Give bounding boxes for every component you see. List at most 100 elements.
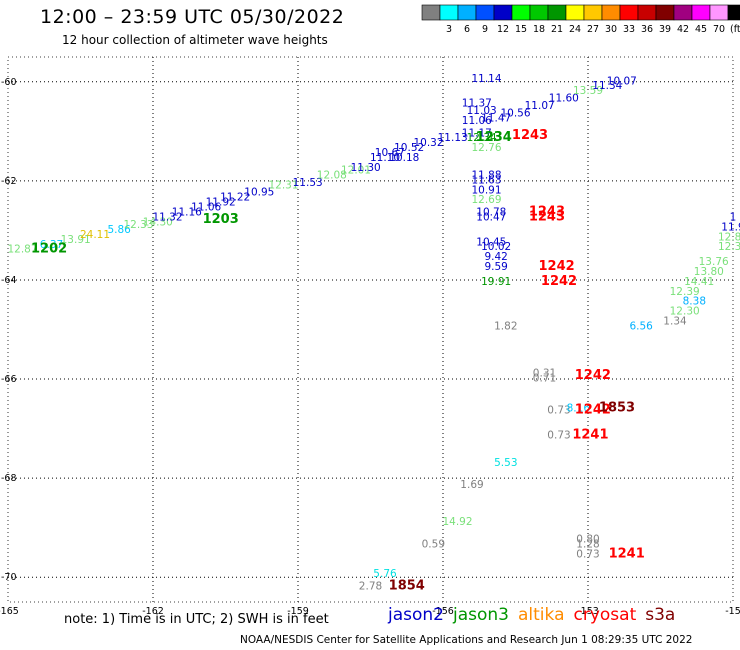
pass-time-label: 1242 — [575, 368, 611, 383]
scale-label-13: 39 — [659, 24, 671, 35]
wave-height-point: 0.73 — [576, 548, 599, 560]
wave-height-point: 8.38 — [683, 296, 706, 308]
wave-height-point: 12.34 — [467, 132, 497, 144]
wave-height-point: 11.60 — [549, 93, 579, 105]
scale-label-7: 21 — [551, 24, 563, 35]
wave-height-point: 11.34 — [592, 80, 622, 92]
wave-height-point: 10.07 — [607, 75, 637, 87]
wave-height-point: 11.9 — [721, 221, 740, 233]
wave-height-point: 0.73 — [547, 405, 570, 417]
wave-height-point: 1 — [730, 212, 737, 224]
wave-height-point: 8.16 — [567, 402, 591, 414]
wave-height-point: 11.06 — [191, 202, 221, 214]
footer-credit: NOAA/NESDIS Center for Satellite Applica… — [240, 634, 693, 646]
wave-height-point: 10.52 — [394, 142, 424, 154]
wave-height-point: 10.78 — [476, 207, 506, 219]
wave-height-point: 11.07 — [525, 100, 555, 112]
wave-height-point: 19.91 — [481, 276, 511, 288]
wave-height-point: 11.63 — [471, 174, 501, 186]
legend-item-jason3: jason3 — [453, 605, 509, 625]
wave-height-point: 1.28 — [576, 539, 599, 551]
x-tick-label: -162 — [142, 606, 164, 617]
wave-height-point: 0.59 — [422, 539, 445, 551]
pass-time-label: 1242 — [538, 259, 574, 274]
scale-label-5: 15 — [515, 24, 527, 35]
wave-height-point: 10.47 — [476, 212, 506, 224]
x-tick-label: -153 — [577, 606, 599, 617]
wave-height-point: 13.91 — [61, 234, 91, 246]
wave-height-point: 0.31 — [533, 368, 556, 380]
scale-label-12: 36 — [641, 24, 653, 35]
wave-height-point: 1.82 — [494, 321, 517, 333]
wave-height-point: 12.39 — [670, 286, 700, 298]
y-tick-label: -70 — [1, 572, 17, 583]
footer-note: note: 1) Time is in UTC; 2) SWH is in fe… — [64, 612, 329, 627]
wave-height-point: 9.42 — [484, 251, 507, 263]
pass-time-label: 1243 — [512, 128, 548, 143]
wave-height-point: 14.30 — [143, 216, 173, 228]
wave-height-point: 11.16 — [172, 207, 202, 219]
y-tick-label: -60 — [1, 77, 17, 88]
y-tick-label: -62 — [1, 176, 17, 187]
wave-height-point: 10.95 — [244, 187, 274, 199]
scale-bin-max — [727, 4, 740, 21]
wave-height-point: 0.80 — [576, 534, 599, 546]
pass-time-label: 1854 — [389, 579, 425, 594]
wave-height-point: 12.33 — [123, 219, 153, 231]
wave-height-point: 10.02 — [481, 241, 511, 253]
x-tick-label: -165 — [0, 606, 19, 617]
pass-time-label: 1243 — [529, 205, 565, 220]
pass-time-label: 1853 — [599, 400, 635, 415]
pass-time-label: 1241 — [572, 428, 608, 443]
wave-height-point: 11.37 — [462, 98, 492, 110]
wave-height-point: 10.56 — [500, 107, 530, 119]
y-tick-label: -66 — [1, 374, 17, 385]
pass-time-label: 1234 — [476, 130, 512, 145]
wave-height-point: 9.59 — [484, 261, 507, 273]
wave-height-point: 11.06 — [462, 115, 492, 127]
pass-time-label: 1243 — [529, 210, 565, 225]
x-tick-label: -159 — [287, 606, 309, 617]
wave-height-point: 10.91 — [471, 184, 501, 196]
wave-height-point: 11.47 — [481, 112, 511, 124]
wave-height-point: 11.17 — [462, 127, 492, 139]
wave-height-point: 11.13 — [438, 132, 468, 144]
wave-height-point: 12.80 — [718, 231, 740, 243]
scale-label-16: 70 — [713, 24, 725, 35]
wave-height-point: 10.67 — [375, 147, 405, 159]
wave-height-point: 0.71 — [533, 373, 556, 385]
scale-label-3: 9 — [482, 24, 488, 35]
legend-item-jason2: jason2 — [388, 605, 444, 625]
wave-height-point: 12.36 — [718, 241, 740, 253]
wave-height-point: 12.31 — [268, 179, 298, 191]
wave-height-point: 10.45 — [476, 236, 506, 248]
wave-height-point: 11.92 — [206, 197, 236, 209]
wave-height-point: 11.30 — [351, 162, 381, 174]
wave-height-point: 12.08 — [317, 169, 347, 181]
wave-height-point: 13.59 — [573, 85, 603, 97]
scale-label-14: 42 — [677, 24, 689, 35]
wave-height-point: 5.76 — [373, 568, 397, 580]
wave-height-point: 12.87 — [7, 244, 37, 256]
satellite-legend: jason2 jason3 altika cryosat s3a — [388, 605, 684, 625]
chart-title: 12:00 – 23:59 UTC 05/30/2022 — [40, 6, 345, 28]
x-tick-label: -15 — [725, 606, 740, 617]
scale-label-2: 6 — [464, 24, 470, 35]
wave-height-point: 6.37 — [40, 239, 63, 251]
wave-height-point: 10.32 — [413, 137, 443, 149]
wave-height-point: 5.86 — [107, 224, 131, 236]
wave-height-point: 13.76 — [699, 256, 729, 268]
wave-height-point: 11.53 — [293, 177, 323, 189]
wave-height-point: 12.30 — [670, 306, 700, 318]
wave-height-point: 11.32 — [152, 212, 182, 224]
wave-height-point: 12.76 — [471, 142, 501, 154]
wave-height-point: 11.14 — [471, 73, 501, 85]
x-tick-label: -156 — [432, 606, 454, 617]
legend-item-altika: altika — [518, 605, 565, 625]
y-tick-label: -68 — [1, 473, 17, 484]
wave-height-point: 11.10 — [370, 152, 400, 164]
y-tick-label: -64 — [1, 275, 17, 286]
wave-height-point: 12.69 — [471, 194, 501, 206]
